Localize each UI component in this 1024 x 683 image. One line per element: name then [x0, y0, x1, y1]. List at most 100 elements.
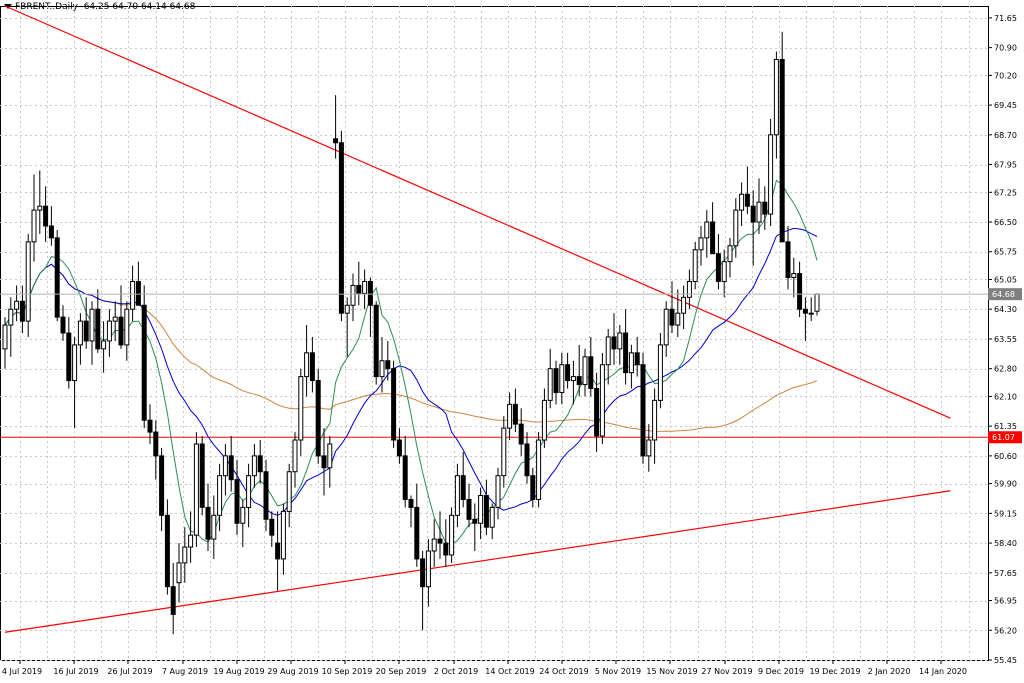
candle-body: [391, 368, 397, 441]
resistance-trendline: [4, 5, 951, 419]
x-axis: 4 Jul 2019 16 Jul 2019 26 Jul 2019 7 Aug 20…: [2, 660, 967, 676]
candle: [321, 428, 327, 496]
candle: [362, 269, 368, 310]
candle: [170, 562, 176, 635]
candle-body: [159, 455, 165, 516]
candle-body: [518, 423, 524, 445]
candle-body: [628, 352, 634, 374]
candle-body: [14, 300, 20, 310]
x-tick-label: 10 Sep 2019: [322, 667, 373, 676]
candle: [8, 297, 14, 357]
candle: [553, 360, 559, 405]
y-tick-label: 70.90: [994, 44, 1017, 53]
candle-body: [594, 387, 600, 437]
x-tick-label: 2 Jan 2020: [868, 667, 911, 676]
candle-body: [443, 542, 449, 556]
level-tag: [988, 431, 1022, 444]
candle: [512, 388, 518, 433]
candle-body: [54, 237, 60, 318]
candle-body: [147, 419, 153, 433]
candle-body: [263, 471, 269, 520]
candle: [338, 130, 344, 322]
candle: [698, 225, 704, 266]
candle-body: [246, 475, 252, 508]
x-tick-label: 4 Jul 2019: [2, 667, 42, 676]
x-tick-label: 14 Jan 2020: [919, 667, 967, 676]
candle-body: [135, 280, 141, 306]
candle: [634, 336, 640, 377]
candle-body: [425, 550, 431, 588]
candle: [95, 289, 101, 353]
candle: [472, 503, 478, 551]
x-tick-label: 14 Oct 2019: [485, 667, 534, 676]
candle: [286, 463, 292, 528]
y-tick-label: 55.45: [994, 656, 1017, 665]
candle: [408, 495, 414, 528]
candle: [733, 198, 739, 258]
candle: [785, 225, 791, 290]
candle: [657, 333, 663, 409]
candle-body: [449, 514, 455, 556]
candle: [547, 348, 553, 409]
candle-body: [634, 352, 640, 366]
candle: [501, 416, 507, 488]
candle: [495, 467, 501, 520]
candle-body: [553, 368, 559, 393]
candle: [130, 265, 136, 322]
candle-body: [251, 455, 257, 477]
candle: [83, 297, 89, 349]
candle: [768, 118, 774, 226]
candle: [704, 210, 710, 258]
candle-body: [524, 443, 530, 477]
y-tick-label: 69.45: [994, 101, 1017, 110]
candle-body: [501, 427, 507, 477]
candle-body: [773, 59, 779, 136]
candle-body: [646, 439, 652, 457]
candle: [280, 503, 286, 575]
candle-body: [744, 193, 750, 207]
candles: [2, 31, 820, 635]
candle-body: [373, 304, 379, 378]
candle: [60, 305, 66, 341]
candle: [524, 432, 530, 484]
candle-body: [153, 431, 159, 457]
y-axis: 71.65 70.90 70.20 69.45 68.70 67.95 67.25 66.50…: [988, 14, 1017, 665]
candle-body: [130, 280, 136, 310]
candle-body: [222, 455, 228, 477]
candle-body: [8, 308, 14, 326]
candle: [478, 487, 484, 540]
candle: [681, 285, 687, 330]
candle: [89, 301, 95, 365]
candle: [640, 352, 646, 464]
x-tick-label: 27 Nov 2019: [701, 667, 752, 676]
candle-body: [112, 316, 118, 322]
candle-body: [31, 209, 37, 243]
candle: [454, 463, 460, 528]
candle: [570, 360, 576, 405]
candle: [623, 309, 629, 385]
candle: [373, 301, 379, 385]
x-tick-label: 15 Nov 2019: [646, 667, 697, 676]
candle: [727, 237, 733, 278]
candle-body: [785, 241, 791, 279]
candle-body: [652, 399, 658, 441]
candle: [31, 174, 37, 262]
current-price-tag: [988, 288, 1022, 301]
candle: [675, 289, 681, 337]
candle: [333, 95, 339, 159]
candle-body: [733, 209, 739, 247]
candle-body: [675, 312, 681, 326]
candle-body: [599, 364, 605, 437]
candle-body: [315, 380, 321, 457]
candle-body: [298, 376, 304, 441]
y-tick-label: 65.05: [994, 275, 1017, 284]
candle: [176, 543, 182, 603]
candle-body: [228, 455, 234, 481]
candle-body: [768, 134, 774, 215]
candle-body: [193, 443, 199, 536]
candle: [350, 273, 356, 322]
candle-body: [379, 360, 385, 378]
candle-body: [321, 455, 327, 469]
candle-body: [507, 403, 513, 429]
